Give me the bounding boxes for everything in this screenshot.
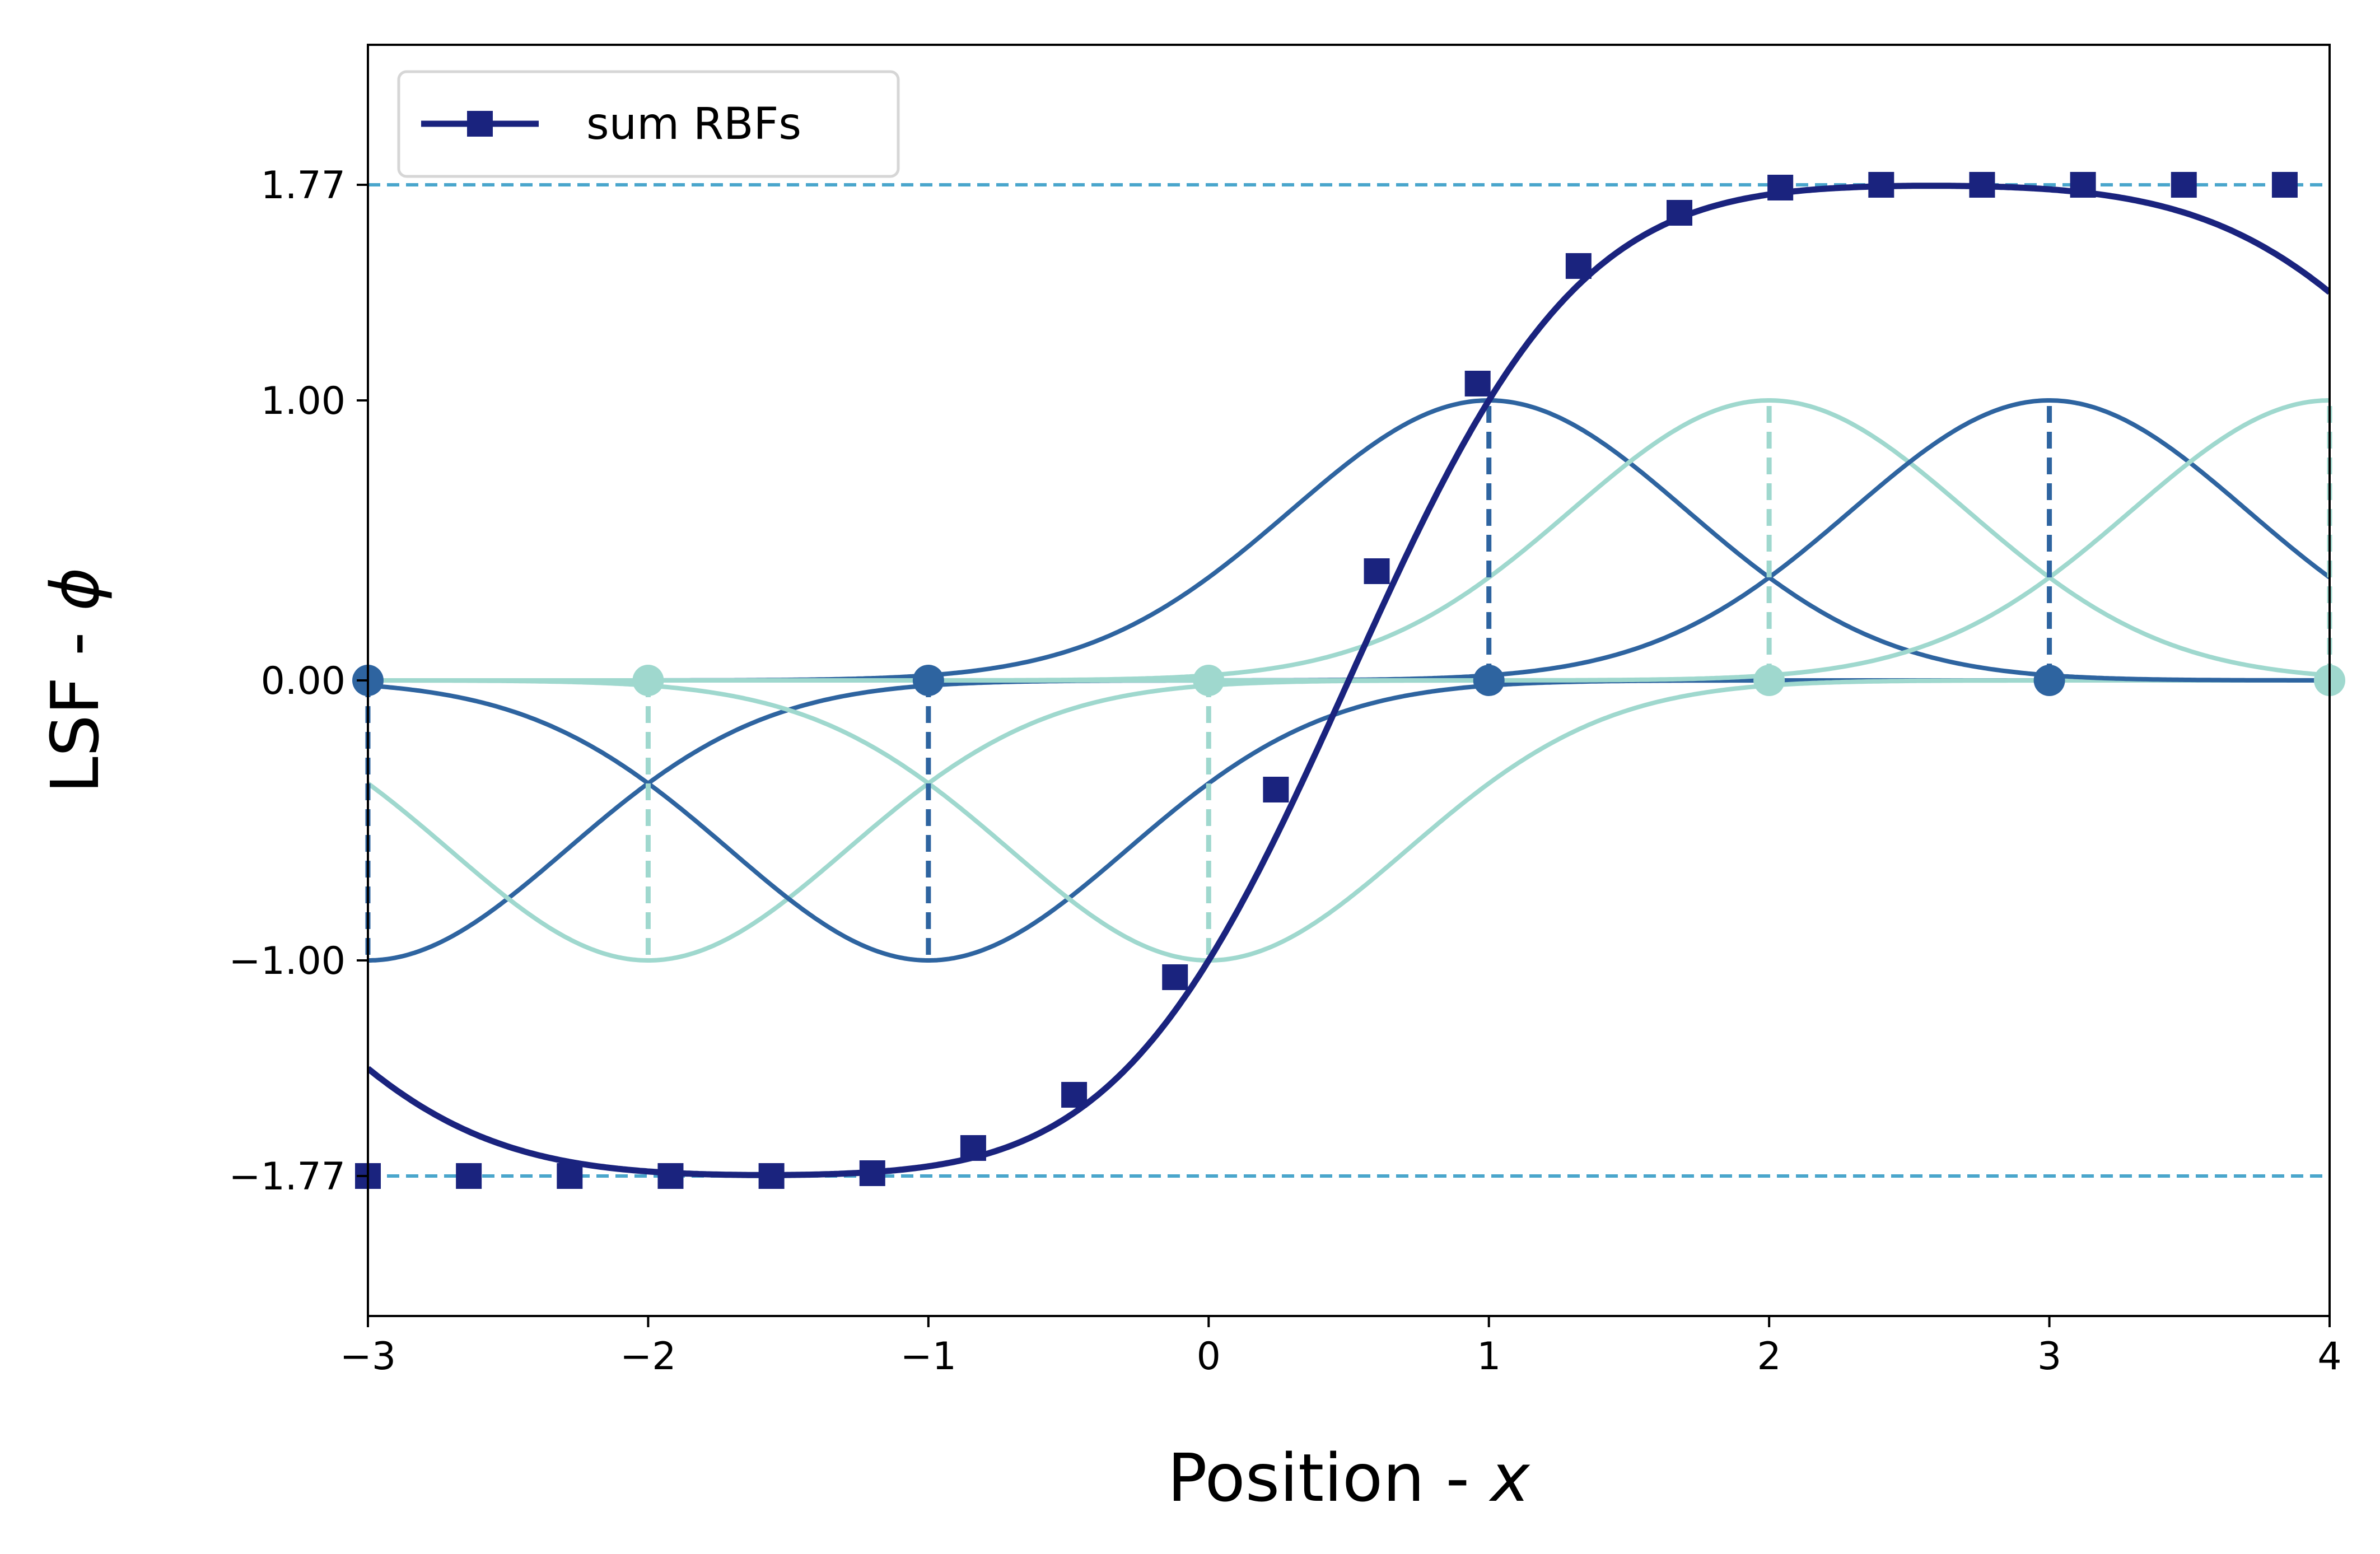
sum-rbfs-marker: [1565, 253, 1592, 279]
rbf-curve: [368, 678, 2330, 963]
rbf-center-point: [912, 665, 944, 696]
rbf-curve: [368, 398, 2330, 683]
sum-rbfs-marker: [1464, 371, 1491, 396]
rbf-center-point: [2033, 665, 2065, 696]
rbf-curve: [368, 398, 2330, 683]
legend-sum-label: sum RBFs: [586, 99, 801, 150]
x-tick-label: 3: [2037, 1334, 2061, 1379]
x-tick-label: 4: [2317, 1334, 2341, 1379]
legend-box: [397, 70, 900, 178]
sum-rbfs-marker: [2070, 172, 2096, 198]
sum-rbfs-marker: [657, 1163, 684, 1189]
y-tick-label: −1.77: [229, 1155, 346, 1199]
sum-rbfs-marker: [557, 1163, 583, 1189]
y-axis-label: LSF - ϕ: [36, 567, 114, 794]
legend: sum RBFs: [397, 70, 900, 178]
sum-rbfs-marker: [1061, 1082, 1088, 1108]
x-axis-ticks: −3 −2 −1 0 1 2 3 4: [340, 1316, 2342, 1379]
rbf-center-point: [632, 665, 664, 696]
y-tick-label: 0.00: [261, 659, 346, 703]
sum-rbfs-marker: [1667, 200, 1693, 226]
rbf-curve: [368, 398, 2330, 683]
data-markers: [352, 172, 2345, 1189]
y-tick-label: −1.00: [229, 939, 346, 983]
sum-rbfs-marker: [758, 1163, 785, 1189]
sum-rbfs-marker: [1263, 777, 1289, 802]
sum-rbfs-marker: [859, 1160, 885, 1186]
x-tick-label: 1: [1477, 1334, 1501, 1379]
y-tick-label: 1.00: [261, 379, 346, 423]
x-tick-label: 0: [1197, 1334, 1221, 1379]
legend-sum-marker: [467, 111, 493, 137]
rbf-center-point: [1753, 665, 1785, 696]
sum-curve: [368, 183, 2330, 1178]
sum-rbfs-marker: [2271, 172, 2298, 198]
sum-rbfs-marker: [1767, 175, 1794, 200]
y-axis-ticks: −1.77 −1.00 0.00 1.00 1.77: [229, 164, 368, 1199]
x-tick-label: −1: [900, 1334, 956, 1379]
x-axis-label: Position - x: [1168, 1439, 1530, 1516]
rbf-curve: [368, 678, 2330, 963]
sum-rbfs-marker: [1868, 172, 1894, 198]
x-tick-label: 2: [1757, 1334, 1781, 1379]
sum-rbfs-marker: [1969, 172, 1995, 198]
x-tick-label: −3: [340, 1334, 396, 1379]
y-tick-label: 1.77: [261, 164, 346, 208]
rbf-center-point: [1473, 665, 1505, 696]
x-tick-label: −2: [620, 1334, 676, 1379]
sum-rbfs-marker: [2171, 172, 2197, 198]
sum-rbfs-marker: [1162, 964, 1188, 990]
sum-rbfs-marker: [456, 1163, 482, 1189]
rbf-curve: [368, 678, 2330, 963]
rbf-curve: [368, 398, 2330, 683]
rbf-curve: [368, 678, 2330, 963]
sum-rbfs-marker: [960, 1135, 986, 1161]
rbf-center-point: [1193, 665, 1225, 696]
sum-rbfs-marker: [1364, 558, 1390, 584]
sum-rbfs-line: [368, 183, 2330, 1178]
